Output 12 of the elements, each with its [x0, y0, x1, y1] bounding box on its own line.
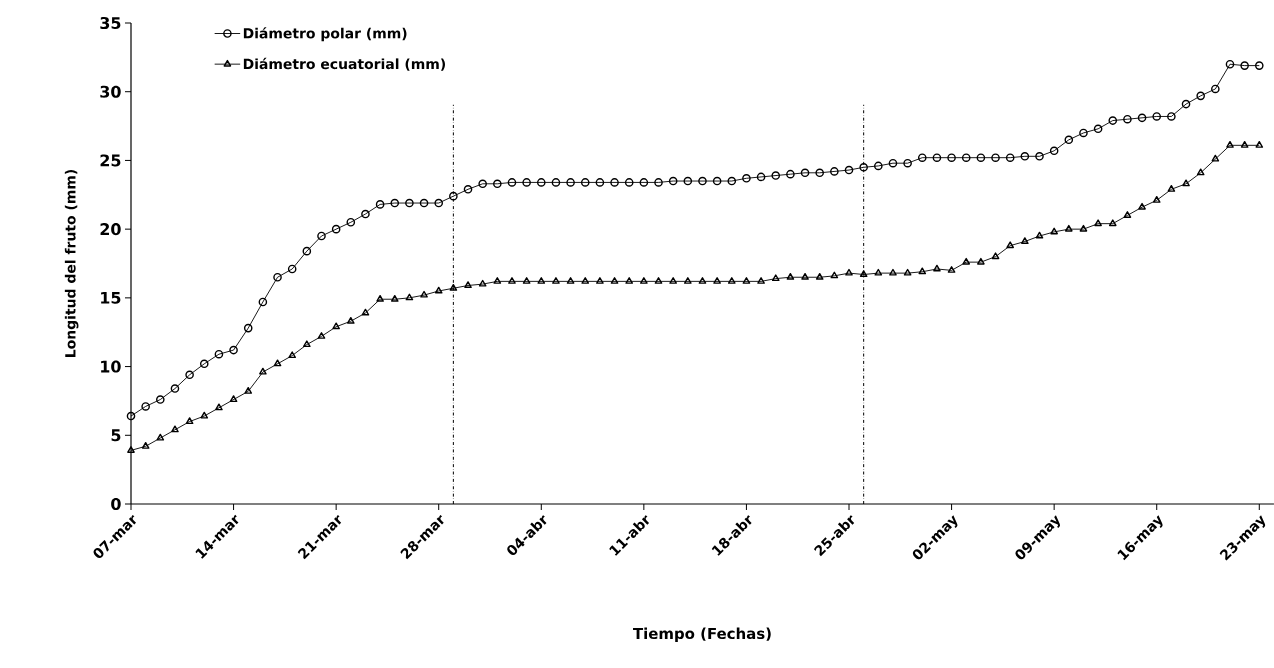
x-axis-title: Tiempo (Fechas) [633, 627, 771, 642]
y-tick-label: 25 [100, 154, 121, 167]
y-tick-label: 30 [100, 85, 121, 98]
y-tick-label: 0 [111, 497, 121, 511]
legend-label: Diámetro ecuatorial (mm) [243, 57, 445, 71]
legend-label: Diámetro polar (mm) [243, 27, 407, 42]
y-tick-label: 20 [100, 223, 121, 236]
y-axis-title: Longitud del fruto (mm) [64, 169, 79, 357]
y-tick-label: 5 [111, 429, 121, 442]
y-tick-label: 35 [100, 16, 121, 30]
y-tick-label: 10 [101, 360, 121, 373]
y-tick-label: 15 [101, 291, 121, 304]
